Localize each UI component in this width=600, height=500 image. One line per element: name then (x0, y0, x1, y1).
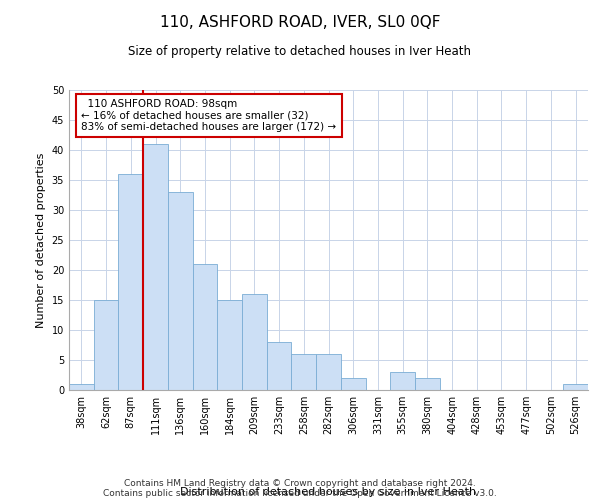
Bar (267, 342, 292, 390)
Bar (341, 378, 365, 390)
Bar (242, 294, 267, 390)
Bar (217, 300, 242, 390)
X-axis label: Distribution of detached houses by size in Iver Heath: Distribution of detached houses by size … (181, 487, 476, 497)
Text: Size of property relative to detached houses in Iver Heath: Size of property relative to detached ho… (128, 45, 472, 58)
Y-axis label: Number of detached properties: Number of detached properties (36, 152, 46, 328)
Bar (69, 384, 94, 390)
Bar (316, 354, 341, 390)
Bar (292, 354, 316, 390)
Bar (118, 174, 143, 390)
Text: Contains HM Land Registry data © Crown copyright and database right 2024.: Contains HM Land Registry data © Crown c… (124, 478, 476, 488)
Bar (94, 300, 118, 390)
Text: Contains public sector information licensed under the Open Government Licence v3: Contains public sector information licen… (103, 488, 497, 498)
Text: 110, ASHFORD ROAD, IVER, SL0 0QF: 110, ASHFORD ROAD, IVER, SL0 0QF (160, 15, 440, 30)
Bar (390, 372, 415, 390)
Bar (193, 264, 217, 390)
Bar (168, 192, 193, 390)
Text: 110 ASHFORD ROAD: 98sqm
← 16% of detached houses are smaller (32)
83% of semi-de: 110 ASHFORD ROAD: 98sqm ← 16% of detache… (82, 99, 337, 132)
Bar (143, 144, 168, 390)
Bar (415, 378, 440, 390)
Bar (563, 384, 588, 390)
